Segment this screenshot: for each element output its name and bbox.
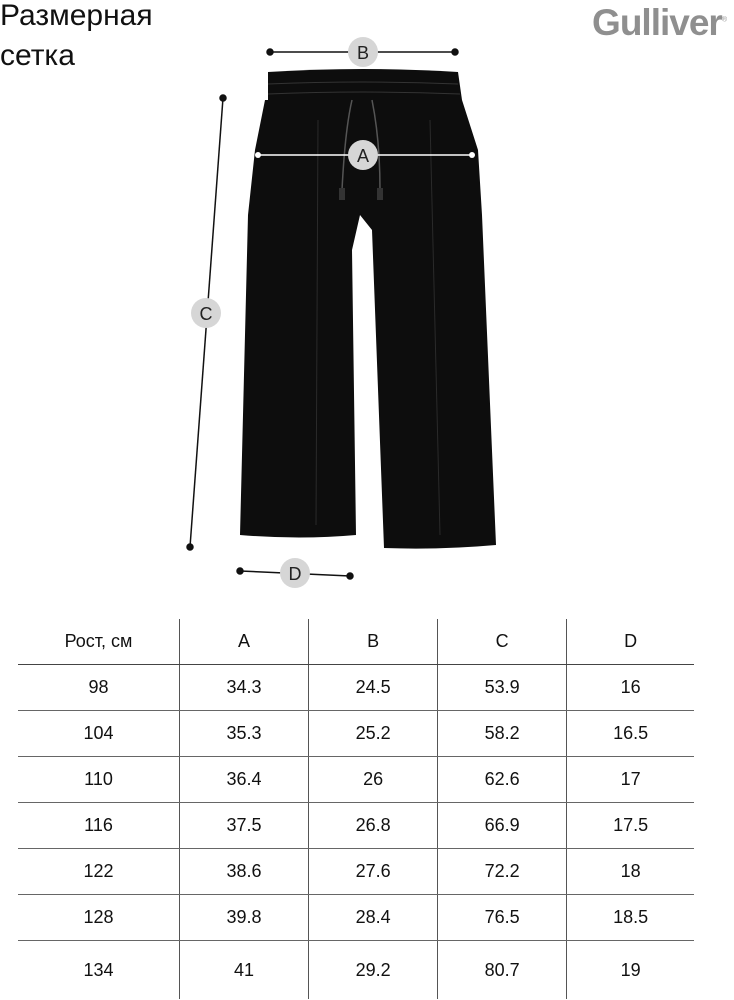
header-d: D <box>566 619 694 665</box>
table-cell: 66.9 <box>437 802 567 849</box>
table-header-row: Рост, см A B C D <box>18 619 694 665</box>
header-c: C <box>437 619 567 665</box>
marker-a-label: A <box>357 146 369 166</box>
table-cell: 35.3 <box>178 710 309 757</box>
table-cell: 80.7 <box>437 940 567 999</box>
pants-diagram: B A C D <box>186 37 496 588</box>
table-cell: 18 <box>566 848 694 895</box>
table-cell: 39.8 <box>178 894 309 941</box>
table-cell: 19 <box>566 940 694 999</box>
table-row: 98 34.3 24.5 53.9 16 <box>18 664 694 711</box>
marker-b-label: B <box>357 43 369 63</box>
table-row: 134 41 29.2 80.7 19 <box>18 940 694 999</box>
table-row: 116 37.5 26.8 66.9 17.5 <box>18 802 694 849</box>
table-cell: 28.4 <box>308 894 438 941</box>
title-line-2: сетка <box>0 39 75 72</box>
marker-d-label: D <box>289 564 302 584</box>
table-cell: 17 <box>566 756 694 803</box>
table-cell: 58.2 <box>437 710 567 757</box>
table-cell: 72.2 <box>437 848 567 895</box>
marker-a: A <box>348 140 378 170</box>
table-cell: 122 <box>18 848 180 895</box>
table-row: 110 36.4 26 62.6 17 <box>18 756 694 803</box>
header-a: A <box>178 619 309 665</box>
table-cell: 18.5 <box>566 894 694 941</box>
gulliver-logo: Gulliver® <box>592 2 727 43</box>
table-row: 128 39.8 28.4 76.5 18.5 <box>18 894 694 941</box>
table-cell: 27.6 <box>308 848 438 895</box>
table-cell: 98 <box>18 664 180 711</box>
pants-image <box>240 69 496 549</box>
table-cell: 110 <box>18 756 180 803</box>
marker-b: B <box>348 37 378 67</box>
size-table: Рост, см A B C D 98 34.3 24.5 53.9 16 104 35.3… <box>18 619 694 999</box>
table-cell: 53.9 <box>437 664 567 711</box>
table-cell: 17.5 <box>566 802 694 849</box>
page-title: Размерная сетка <box>0 0 153 76</box>
table-cell: 25.2 <box>308 710 438 757</box>
table-cell: 41 <box>178 940 309 999</box>
table-row: 122 38.6 27.6 72.2 18 <box>18 848 694 895</box>
table-cell: 116 <box>18 802 180 849</box>
table-cell: 26 <box>308 756 438 803</box>
header-height: Рост, см <box>18 619 180 665</box>
table-cell: 29.2 <box>308 940 438 999</box>
marker-c: C <box>191 298 221 328</box>
table-cell: 34.3 <box>178 664 309 711</box>
table-cell: 37.5 <box>178 802 309 849</box>
table-cell: 16.5 <box>566 710 694 757</box>
marker-d: D <box>280 558 310 588</box>
table-cell: 104 <box>18 710 180 757</box>
table-cell: 38.6 <box>178 848 309 895</box>
table-cell: 26.8 <box>308 802 438 849</box>
table-cell: 16 <box>566 664 694 711</box>
table-cell: 62.6 <box>437 756 567 803</box>
table-cell: 128 <box>18 894 180 941</box>
marker-c-label: C <box>200 304 213 324</box>
table-row: 104 35.3 25.2 58.2 16.5 <box>18 710 694 757</box>
logo-text: Gulliver <box>592 2 723 43</box>
table-cell: 134 <box>83 959 114 980</box>
table-cell: 36.4 <box>178 756 309 803</box>
title-line-1: Размерная <box>0 0 153 32</box>
header-b: B <box>308 619 438 665</box>
table-cell: 24.5 <box>308 664 438 711</box>
table-cell: 76.5 <box>437 894 567 941</box>
